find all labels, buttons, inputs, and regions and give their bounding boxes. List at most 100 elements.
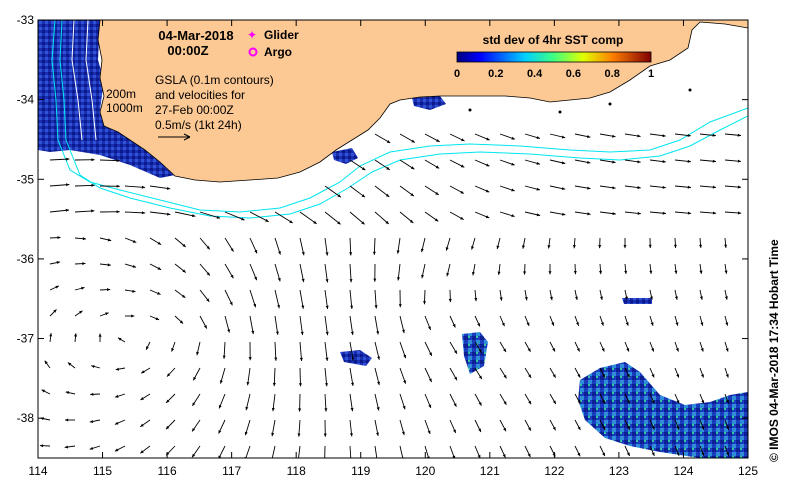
velocity-arrow [124,211,146,214]
velocity-arrow [324,315,329,336]
velocity-arrow-head [299,357,303,361]
velocity-arrow-head [271,432,275,437]
velocity-arrow-head [712,211,717,215]
velocity-arrow-head [725,374,729,378]
velocity-arrow-head [712,185,716,189]
velocity-arrow-head [206,298,210,302]
velocity-arrow-head [155,317,160,320]
velocity-arrow-head [218,455,222,458]
velocity-arrow-head [289,220,293,223]
x-tick-label: 125 [738,464,758,478]
velocity-arrow-head [587,186,591,190]
velocity-arrow-head [454,350,457,354]
velocity-arrow-head [254,249,258,254]
velocity-arrow-head [361,167,366,171]
velocity-arrow-head [181,294,186,298]
velocity-arrow-head [501,322,505,327]
velocity-arrow-head [300,331,304,336]
velocity-arrow-head [453,403,457,407]
velocity-arrow-head [612,134,616,138]
velocity-arrow-head [401,431,405,435]
velocity-arrow-head [726,400,729,404]
velocity-arrow-head [245,406,249,411]
velocity-arrow-head [278,251,281,255]
velocity-arrow-head [423,301,426,305]
velocity-arrow-head [74,333,78,337]
velocity-arrow-head [218,405,222,409]
velocity-arrow-head [313,220,317,224]
colorbar-tick-label: 0.4 [527,68,543,80]
velocity-arrow-head [325,357,329,361]
x-tick-label: 120 [415,464,435,478]
velocity-arrow-head [397,277,400,281]
x-tick-label: 117 [222,464,241,478]
sst-patch-3 [622,298,652,304]
velocity-arrow-head [166,399,170,403]
velocity-arrow-head [452,455,456,458]
velocity-arrow-head [403,380,406,384]
velocity-arrow-head [227,329,231,333]
velocity-arrow-head [699,296,703,300]
velocity-arrow-head [372,251,376,255]
velocity-arrow-head [140,397,144,400]
velocity-arrow [299,315,304,336]
velocity-arrow-head [700,348,704,352]
velocity-arrow-head [39,444,44,448]
velocity-arrow-head [203,325,207,329]
velocity-arrow-head [737,185,742,189]
velocity-arrow-head [699,244,702,248]
velocity-arrow-head [503,374,507,379]
velocity-arrow-head [297,433,301,437]
velocity-arrow-head [737,133,741,137]
gsla-contour [85,20,97,141]
velocity-arrow-head [625,322,629,326]
credit-text: © IMOS 04-Mar-2018 17:34 Hobart Time [767,239,781,462]
velocity-arrow-head [526,322,530,326]
velocity-arrow [199,211,221,219]
velocity-arrow-head [662,134,666,138]
velocity-arrow-head [66,183,70,187]
velocity-arrow-head [626,452,630,456]
velocity-arrow-head [712,133,716,137]
velocity-arrow-head [64,445,68,449]
velocity-arrow-head [452,324,456,328]
velocity-arrow-head [623,245,627,249]
velocity-arrow-head [241,217,245,221]
velocity-arrow-head [55,285,59,289]
velocity-arrow-head [409,219,414,223]
x-tick-label: 121 [480,464,500,478]
velocity-arrow-head [650,296,653,300]
velocity-arrow [298,445,301,458]
velocity-arrow [49,158,70,161]
velocity-arrow-head [648,244,652,248]
map-date: 04-Mar-2018 [158,28,233,43]
velocity-arrow-head [323,433,327,437]
velocity-arrow-head [572,245,576,249]
velocity-arrow-head [687,134,691,137]
velocity-arrow [324,185,342,198]
velocity-arrow [99,159,120,162]
velocity-arrow-head [662,185,666,189]
velocity-arrows [39,133,742,458]
velocity-arrow-head [141,211,146,215]
y-tick-label: -37 [17,332,35,346]
velocity-arrow-head [377,381,380,386]
velocity-arrow-head [222,355,226,359]
velocity-arrow-head [275,331,279,335]
velocity-arrow [349,211,365,225]
velocity-arrow [324,211,341,225]
velocity-arrow-head [726,452,729,456]
velocity-arrow-head [398,304,402,308]
velocity-arrow-head [724,244,728,248]
colorbar-tick-label: 0.8 [605,68,620,80]
velocity-arrow-head [675,322,679,326]
velocity-arrow [374,315,379,335]
velocity-arrow-head [91,365,95,368]
velocity-arrow-head [81,286,85,290]
velocity-arrow-head [536,213,541,217]
velocity-arrow-head [687,159,691,163]
velocity-arrow-head [552,400,556,404]
sst-patch-southeast [578,362,748,458]
sst-patch-1 [340,350,372,366]
velocity-arrow-head [460,164,465,168]
